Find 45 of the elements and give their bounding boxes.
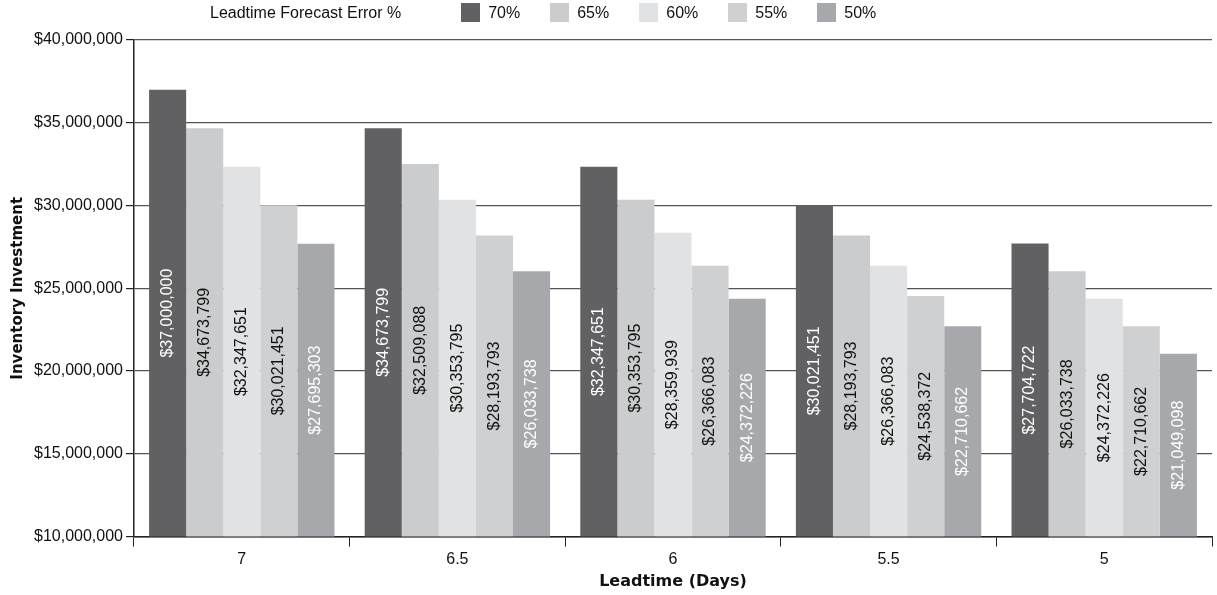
x-axis-title: Leadtime (Days) [599,570,747,590]
data-label: $34,673,799 [195,287,213,377]
legend-title: Leadtime Forecast Error % [210,3,402,22]
data-label: $26,033,738 [1057,359,1075,449]
x-tick-label: 5.5 [877,549,900,567]
y-tick-label: $40,000,000 [33,30,124,48]
x-tick-label: 7 [237,549,247,567]
data-label: $37,000,000 [158,268,176,358]
legend-label: 70% [488,3,521,22]
data-label: $30,021,451 [804,326,822,416]
y-tick-label: $20,000,000 [33,361,124,379]
data-label: $30,353,795 [626,323,644,413]
legend-label: 60% [666,3,699,22]
data-label: $32,509,088 [410,305,428,395]
data-label: $26,366,083 [879,356,896,446]
legend-label: 50% [844,3,877,22]
data-label: $24,538,372 [916,371,934,461]
data-label: $26,033,738 [521,359,539,449]
data-label: $22,710,662 [1131,386,1149,476]
data-label: $22,710,662 [953,386,971,476]
data-label: $24,372,226 [1094,373,1112,463]
data-label: $30,353,795 [447,323,465,413]
legend-label: 65% [577,3,610,22]
y-tick-label: $35,000,000 [33,113,124,131]
data-label: $26,366,083 [700,356,718,446]
data-label: $27,695,303 [306,345,324,435]
data-label: $24,372,226 [737,373,755,463]
y-axis-title: Inventory Investment [7,196,26,380]
data-label: $32,347,651 [589,307,607,397]
data-label: $30,021,451 [269,326,287,416]
y-tick-label: $10,000,000 [33,527,124,545]
data-label: $27,704,722 [1020,345,1038,435]
data-label: $34,673,799 [373,287,391,377]
x-tick-label: 6 [668,549,678,567]
legend-label: 55% [755,3,788,22]
data-label: $28,193,793 [841,341,859,431]
data-label: $28,193,793 [484,341,502,431]
y-tick-label: $15,000,000 [33,444,124,462]
y-tick-label: $30,000,000 [33,195,124,213]
data-label: $32,347,651 [232,307,250,397]
x-tick-label: 6.5 [446,549,469,567]
data-label: $21,049,098 [1168,400,1186,490]
data-label: $28,359,939 [663,340,681,430]
x-tick-label: 5 [1099,549,1109,567]
y-tick-label: $25,000,000 [33,278,124,296]
